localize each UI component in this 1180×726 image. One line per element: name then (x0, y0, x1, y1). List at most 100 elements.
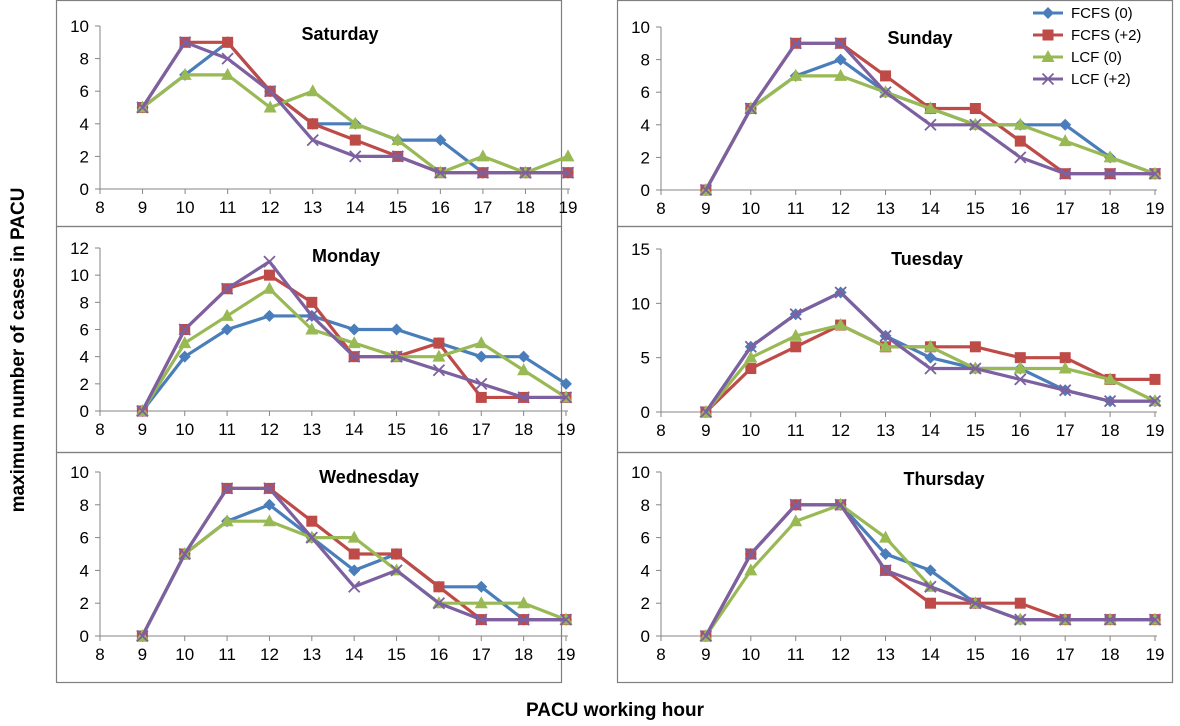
x-tick-label: 16 (429, 420, 448, 439)
y-tick-label: 8 (641, 51, 650, 70)
x-tick-label: 16 (1011, 199, 1030, 218)
data-point (475, 613, 488, 626)
x-tick-label: 9 (138, 198, 147, 217)
data-point (1103, 150, 1117, 163)
x-tick-label: 15 (966, 645, 985, 664)
x-tick-label: 11 (218, 420, 236, 439)
x-tick-label: 14 (921, 421, 940, 440)
x-tick-label: 19 (559, 198, 578, 217)
x-tick-label: 17 (1056, 421, 1075, 440)
series-lcf-2 (699, 37, 1162, 197)
x-tick-label: 17 (472, 420, 491, 439)
data-point (1058, 361, 1072, 374)
data-point (349, 150, 362, 163)
data-point (924, 564, 937, 577)
panel-frame (55, 451, 563, 684)
data-point (924, 580, 937, 593)
y-tick-label: 0 (80, 402, 89, 421)
data-point (306, 515, 318, 527)
data-point (699, 629, 713, 643)
data-point (221, 323, 234, 336)
y-tick-label: 8 (80, 496, 89, 515)
data-point (475, 377, 488, 390)
y-tick-label: 2 (80, 594, 89, 613)
x-tick-label: 16 (1011, 645, 1030, 664)
data-point (834, 286, 847, 299)
data-point (517, 350, 530, 363)
data-point (789, 68, 803, 81)
chart-panel-tuesday: Tuesday 0 5 10 15 8 9 10 11 12 13 14 15 16 17 18 19 (631, 240, 1164, 440)
data-point (1014, 373, 1027, 386)
data-point (1013, 361, 1027, 374)
x-tick-label: 16 (1011, 421, 1030, 440)
panel-title: Saturday (301, 24, 378, 44)
data-point (1014, 613, 1027, 626)
x-tick-label: 9 (701, 421, 710, 440)
x-tick-label: 11 (787, 645, 805, 664)
y-tick-label: 0 (80, 180, 89, 199)
data-point (745, 363, 757, 375)
data-point (263, 498, 276, 511)
y-tick-label: 6 (80, 321, 89, 340)
data-point (1148, 613, 1162, 626)
x-tick-label: 8 (95, 420, 104, 439)
legend-marker (1042, 7, 1054, 19)
x-tick-label: 9 (701, 645, 710, 664)
data-point (390, 564, 403, 577)
data-point (924, 362, 937, 375)
data-point (432, 597, 446, 610)
panel-title: Monday (312, 246, 380, 266)
data-point (517, 596, 531, 609)
x-tick-label: 17 (1056, 645, 1075, 664)
x-tick-label: 13 (876, 645, 895, 664)
data-point (348, 350, 361, 363)
x-tick-label: 14 (346, 198, 365, 217)
data-point (1059, 118, 1072, 131)
x-tick-label: 16 (431, 198, 450, 217)
y-tick-label: 0 (80, 627, 89, 646)
data-point (305, 322, 319, 335)
data-point (879, 339, 893, 352)
y-tick-label: 2 (80, 147, 89, 166)
data-point (178, 336, 192, 349)
legend-entry-fcfs-0: FCFS (0) (1033, 5, 1133, 22)
data-point (347, 530, 361, 543)
y-tick-label: 5 (641, 349, 650, 368)
y-tick-label: 6 (80, 529, 89, 548)
x-tick-label: 19 (1146, 199, 1165, 218)
data-point (744, 340, 757, 353)
chart-panel-thursday: Thursday 0 2 4 6 8 10 8 9 10 11 12 13 14 15 16 17 18 19 (631, 463, 1164, 664)
data-point (433, 581, 445, 593)
series-lcf-2 (699, 286, 1162, 419)
chart-panel-saturday: Saturday 0 2 4 6 8 10 8 9 10 11 12 13 14 15 16 17 18 19 (70, 17, 577, 217)
x-tick-label: 15 (966, 199, 985, 218)
data-point (220, 514, 234, 527)
data-point (834, 37, 847, 50)
data-point (263, 309, 276, 322)
data-point (559, 613, 573, 626)
legend-label: LCF (+2) (1071, 71, 1131, 88)
y-tick-label: 2 (641, 594, 650, 613)
data-point (434, 166, 447, 179)
data-point (434, 134, 447, 147)
data-point (969, 362, 982, 375)
x-tick-label: 18 (1101, 421, 1120, 440)
chart-panel-monday: Monday 0 2 4 6 8 10 12 8 9 10 11 12 13 14 15 16 17 18 19 (70, 239, 575, 439)
x-tick-label: 10 (175, 645, 194, 664)
legend-entry-lcf-2: LCF (+2) (1033, 71, 1131, 88)
data-point (306, 84, 320, 97)
panel-title: Sunday (887, 28, 952, 48)
x-tick-label: 17 (473, 198, 492, 217)
data-point (699, 183, 713, 197)
data-point (220, 282, 234, 295)
data-point (1059, 167, 1072, 180)
x-tick-label: 15 (387, 645, 406, 664)
legend-entry-lcf-0: LCF (0) (1033, 49, 1122, 66)
y-axis-label: maximum number of cases in PACU (8, 188, 29, 513)
x-tick-label: 11 (219, 198, 237, 217)
x-tick-label: 18 (1101, 199, 1120, 218)
x-tick-label: 19 (557, 420, 576, 439)
y-tick-label: 8 (80, 293, 89, 312)
data-point (178, 547, 191, 561)
data-point (517, 363, 531, 376)
